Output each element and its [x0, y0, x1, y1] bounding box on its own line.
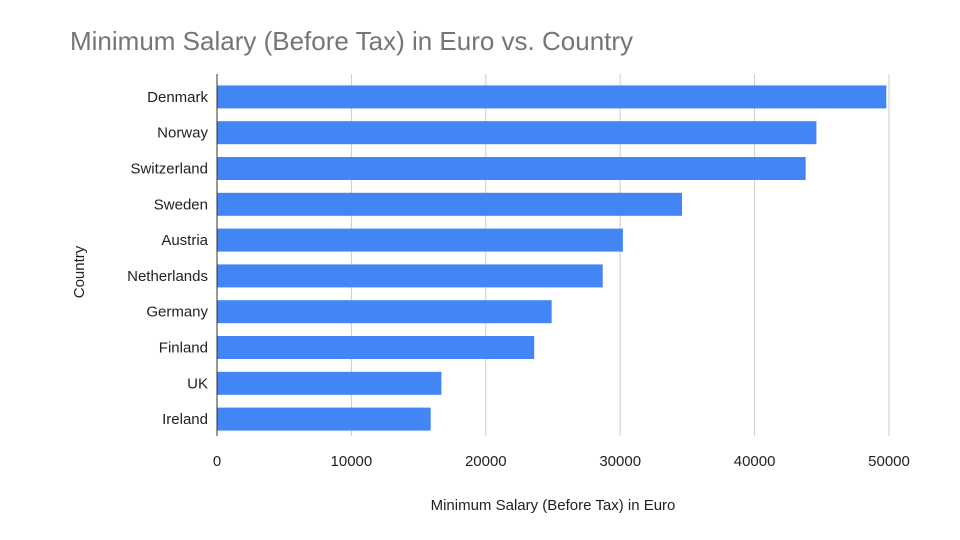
category-label: Austria [161, 232, 208, 249]
y-axis-label: Country [71, 245, 88, 298]
chart-title: Minimum Salary (Before Tax) in Euro vs. … [70, 26, 633, 56]
bars [217, 85, 887, 431]
x-tick-label: 0 [213, 453, 221, 470]
category-label: Ireland [162, 411, 208, 428]
bar [217, 264, 603, 288]
bar [217, 228, 623, 252]
x-tick-label: 50000 [868, 453, 910, 470]
x-tick-label: 30000 [599, 453, 641, 470]
bar [217, 300, 552, 324]
category-label: Norway [157, 125, 208, 142]
bar [217, 407, 431, 431]
category-label: Germany [146, 304, 208, 321]
x-tick-labels: 0 10000 20000 30000 40000 50000 [213, 453, 910, 470]
x-tick-label: 40000 [734, 453, 776, 470]
bar [217, 121, 817, 145]
bar [217, 371, 442, 395]
category-label: Netherlands [127, 268, 208, 285]
x-tick-label: 10000 [331, 453, 373, 470]
category-label: Sweden [154, 196, 208, 213]
category-label: Switzerland [130, 161, 208, 178]
category-label: UK [187, 375, 208, 392]
x-tick-label: 20000 [465, 453, 507, 470]
category-labels: Denmark Norway Switzerland Sweden Austria Net… [127, 89, 209, 428]
category-label: Denmark [147, 89, 208, 106]
bar [217, 192, 683, 216]
x-axis-label: Minimum Salary (Before Tax) in Euro [431, 497, 676, 514]
category-label: Finland [159, 340, 208, 357]
bar [217, 85, 887, 109]
bar [217, 336, 535, 359]
bar [217, 157, 806, 180]
